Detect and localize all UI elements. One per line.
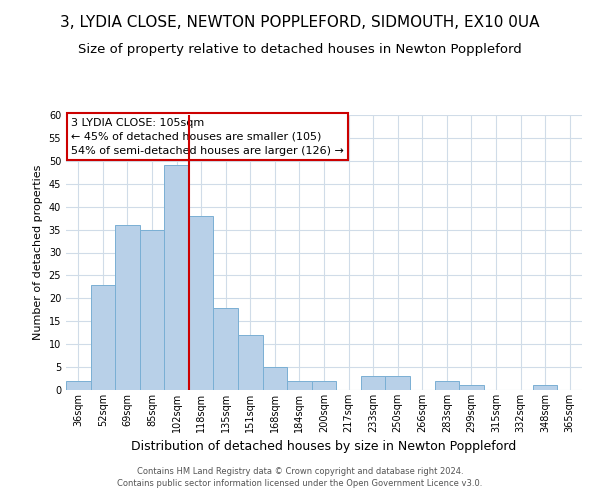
Bar <box>66 381 91 390</box>
Bar <box>361 376 385 390</box>
Bar <box>312 381 336 390</box>
Bar <box>263 367 287 390</box>
Text: Size of property relative to detached houses in Newton Poppleford: Size of property relative to detached ho… <box>78 42 522 56</box>
Bar <box>115 225 140 390</box>
Bar <box>238 335 263 390</box>
X-axis label: Distribution of detached houses by size in Newton Poppleford: Distribution of detached houses by size … <box>131 440 517 454</box>
Bar <box>385 376 410 390</box>
Bar <box>287 381 312 390</box>
Bar <box>434 381 459 390</box>
Bar <box>459 386 484 390</box>
Text: 3 LYDIA CLOSE: 105sqm
← 45% of detached houses are smaller (105)
54% of semi-det: 3 LYDIA CLOSE: 105sqm ← 45% of detached … <box>71 118 344 156</box>
Text: 3, LYDIA CLOSE, NEWTON POPPLEFORD, SIDMOUTH, EX10 0UA: 3, LYDIA CLOSE, NEWTON POPPLEFORD, SIDMO… <box>60 15 540 30</box>
Bar <box>140 230 164 390</box>
Bar <box>91 284 115 390</box>
Bar <box>533 386 557 390</box>
Bar <box>164 166 189 390</box>
Text: Contains HM Land Registry data © Crown copyright and database right 2024.
Contai: Contains HM Land Registry data © Crown c… <box>118 466 482 487</box>
Bar <box>214 308 238 390</box>
Bar <box>189 216 214 390</box>
Y-axis label: Number of detached properties: Number of detached properties <box>33 165 43 340</box>
